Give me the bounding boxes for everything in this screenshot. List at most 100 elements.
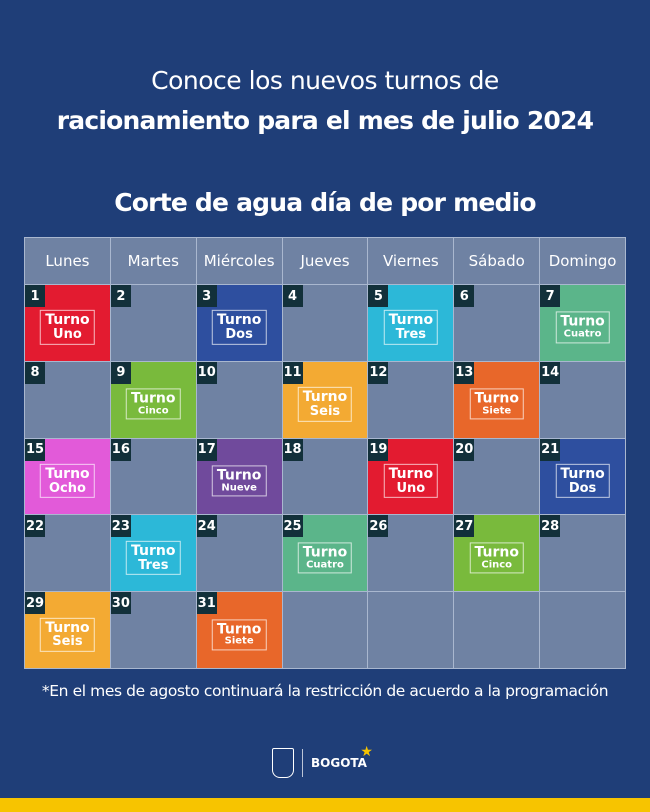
day-cell: 25 Turno Cuatro bbox=[282, 515, 368, 592]
day-cell: 11 Turno Seis bbox=[282, 361, 368, 438]
day-number: 21 bbox=[540, 438, 561, 461]
day-cell: 31 Turno Siete bbox=[196, 592, 282, 668]
day-cell: 26 bbox=[368, 515, 454, 592]
subtitle: Corte de agua día de por medio bbox=[114, 188, 536, 217]
turno-number: Ocho bbox=[48, 480, 86, 496]
turno-badge: Turno Cinco bbox=[469, 542, 524, 574]
day-cell bbox=[368, 592, 454, 668]
day-cell: 15 Turno Ocho bbox=[25, 438, 110, 515]
turno-badge: Turno Uno bbox=[383, 463, 439, 499]
day-cell: 28 bbox=[540, 515, 625, 592]
day-cell bbox=[282, 592, 368, 668]
turno-label: Turno bbox=[560, 465, 605, 482]
day-cell: 21 Turno Dos bbox=[540, 438, 625, 515]
day-number: 15 bbox=[25, 438, 45, 461]
turno-label: Turno bbox=[388, 312, 434, 329]
turno-number: Siete bbox=[482, 405, 512, 417]
day-cell: 27 Turno Cinco bbox=[454, 515, 540, 592]
turno-badge: Turno Seis bbox=[297, 387, 353, 422]
day-cell: 14 bbox=[540, 361, 625, 438]
day-cell: 9 Turno Cinco bbox=[110, 361, 196, 438]
day-number: 5 bbox=[368, 285, 389, 307]
turno-badge: Turno Dos bbox=[555, 463, 610, 499]
day-cell: 20 bbox=[454, 438, 540, 515]
day-cell: 29 Turno Seis bbox=[25, 592, 110, 668]
logo-divider bbox=[302, 749, 303, 777]
footnote: *En el mes de agosto continuará la restr… bbox=[41, 682, 609, 700]
day-cell: 23 Turno Tres bbox=[110, 515, 196, 592]
turno-badge: Turno Cuatro bbox=[297, 542, 353, 574]
day-number: 29 bbox=[25, 592, 45, 615]
day-cell: 12 bbox=[368, 361, 454, 438]
turno-label: Turno bbox=[216, 312, 262, 329]
weekday-header: Sábado bbox=[454, 238, 540, 284]
day-number: 19 bbox=[368, 438, 389, 461]
weekday-header: Martes bbox=[110, 238, 196, 284]
turno-label: Turno bbox=[474, 544, 519, 561]
day-cell: 4 bbox=[282, 285, 368, 361]
day-cell: 17 Turno Nueve bbox=[196, 438, 282, 515]
turno-number: Nueve bbox=[221, 482, 257, 494]
day-number: 23 bbox=[110, 515, 131, 538]
turno-number: Cinco bbox=[137, 405, 169, 417]
day-number: 31 bbox=[196, 592, 217, 615]
title-line-1: Conoce los nuevos turnos de bbox=[151, 66, 499, 95]
day-cell: 19 Turno Uno bbox=[368, 438, 454, 515]
turno-number: Tres bbox=[138, 557, 169, 573]
turno-label: Turno bbox=[302, 389, 348, 406]
turno-label: Turno bbox=[45, 312, 90, 329]
turno-label: Turno bbox=[216, 621, 262, 638]
day-number: 6 bbox=[454, 285, 475, 307]
turno-label: Turno bbox=[560, 313, 605, 330]
day-number: 27 bbox=[454, 515, 475, 538]
turno-label: Turno bbox=[45, 619, 90, 636]
turno-badge: Turno Uno bbox=[40, 310, 95, 345]
turno-number: Tres bbox=[395, 326, 427, 342]
turno-number: Dos bbox=[225, 326, 253, 342]
bogota-logo: BOGOTA ★ bbox=[311, 744, 373, 770]
day-number: 3 bbox=[196, 285, 217, 307]
calendar-grid: Lunes Martes Miércoles Jueves Viernes Sábado D… bbox=[24, 237, 626, 669]
day-cell: 8 bbox=[25, 361, 110, 438]
day-number: 12 bbox=[368, 361, 389, 384]
turno-number: Dos bbox=[568, 480, 597, 496]
day-cell: 6 bbox=[454, 285, 540, 361]
day-cell bbox=[454, 592, 540, 668]
day-cell: 30 bbox=[110, 592, 196, 668]
day-cell: 24 bbox=[196, 515, 282, 592]
turno-badge: Turno Seis bbox=[40, 617, 95, 652]
day-cell: 2 bbox=[110, 285, 196, 361]
turno-badge: Turno Cuatro bbox=[555, 311, 610, 344]
turno-badge: Turno Tres bbox=[126, 540, 181, 575]
turno-label: Turno bbox=[216, 467, 262, 484]
day-cell: 22 bbox=[25, 515, 110, 592]
day-number: 8 bbox=[25, 361, 45, 384]
alcaldia-crest-icon bbox=[272, 748, 294, 778]
turno-label: Turno bbox=[131, 542, 176, 559]
star-icon: ★ bbox=[360, 744, 373, 760]
weekday-header: Domingo bbox=[540, 238, 625, 284]
day-number: 20 bbox=[454, 438, 475, 461]
turno-badge: Turno Ocho bbox=[40, 463, 95, 499]
turno-number: Uno bbox=[396, 480, 426, 496]
day-cell: 16 bbox=[110, 438, 196, 515]
title-line-2: racionamiento para el mes de julio 2024 bbox=[56, 106, 594, 135]
turno-label: Turno bbox=[131, 390, 176, 407]
turno-number: Cuatro bbox=[563, 328, 602, 340]
day-number: 4 bbox=[282, 285, 303, 307]
day-cell: 13 Turno Siete bbox=[454, 361, 540, 438]
day-number: 25 bbox=[282, 515, 303, 538]
day-number: 28 bbox=[540, 515, 561, 538]
day-number: 18 bbox=[282, 438, 303, 461]
day-number: 13 bbox=[454, 361, 475, 384]
weekday-header: Lunes bbox=[25, 238, 110, 284]
turno-label: Turno bbox=[45, 465, 90, 482]
weekday-header: Viernes bbox=[368, 238, 454, 284]
turno-number: Siete bbox=[224, 635, 254, 647]
weekday-header: Jueves bbox=[282, 238, 368, 284]
day-cell: 1 Turno Uno bbox=[25, 285, 110, 361]
day-number: 14 bbox=[540, 361, 561, 384]
day-number: 24 bbox=[196, 515, 217, 538]
turno-badge: Turno Siete bbox=[211, 619, 267, 651]
logo: BOGOTA ★ bbox=[272, 744, 373, 778]
